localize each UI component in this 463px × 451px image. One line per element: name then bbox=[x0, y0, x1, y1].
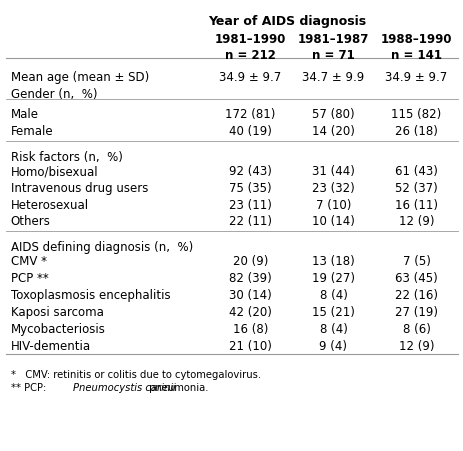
Text: n = 141: n = 141 bbox=[390, 49, 441, 62]
Text: 19 (27): 19 (27) bbox=[311, 272, 354, 285]
Text: n = 212: n = 212 bbox=[225, 49, 275, 62]
Text: 34.9 ± 9.7: 34.9 ± 9.7 bbox=[219, 71, 281, 84]
Text: ** PCP:: ** PCP: bbox=[11, 382, 49, 392]
Text: 1981–1987: 1981–1987 bbox=[297, 33, 369, 46]
Text: 14 (20): 14 (20) bbox=[311, 125, 354, 138]
Text: 22 (11): 22 (11) bbox=[228, 215, 271, 228]
Text: 26 (18): 26 (18) bbox=[394, 125, 437, 138]
Text: Risk factors (n,  %): Risk factors (n, %) bbox=[11, 151, 122, 164]
Text: 42 (20): 42 (20) bbox=[229, 305, 271, 318]
Text: Mean age (mean ± SD): Mean age (mean ± SD) bbox=[11, 71, 149, 84]
Text: 61 (43): 61 (43) bbox=[394, 165, 437, 178]
Text: 75 (35): 75 (35) bbox=[229, 181, 271, 194]
Text: 172 (81): 172 (81) bbox=[225, 108, 275, 121]
Text: 27 (19): 27 (19) bbox=[394, 305, 437, 318]
Text: 10 (14): 10 (14) bbox=[311, 215, 354, 228]
Text: 7 (5): 7 (5) bbox=[402, 255, 430, 268]
Text: 63 (45): 63 (45) bbox=[394, 272, 437, 285]
Text: CMV *: CMV * bbox=[11, 255, 46, 268]
Text: Others: Others bbox=[11, 215, 50, 228]
Text: PCP **: PCP ** bbox=[11, 272, 48, 285]
Text: Mycobacteriosis: Mycobacteriosis bbox=[11, 322, 105, 335]
Text: n = 71: n = 71 bbox=[312, 49, 354, 62]
Text: 40 (19): 40 (19) bbox=[229, 125, 271, 138]
Text: Pneumocystis carinii: Pneumocystis carinii bbox=[73, 382, 175, 392]
Text: Year of AIDS diagnosis: Year of AIDS diagnosis bbox=[208, 15, 366, 28]
Text: 16 (8): 16 (8) bbox=[232, 322, 268, 335]
Text: Toxoplasmosis encephalitis: Toxoplasmosis encephalitis bbox=[11, 289, 170, 301]
Text: Heterosexual: Heterosexual bbox=[11, 198, 88, 211]
Text: *   CMV: retinitis or colitis due to cytomegalovirus.: * CMV: retinitis or colitis due to cytom… bbox=[11, 369, 260, 379]
Text: 13 (18): 13 (18) bbox=[312, 255, 354, 268]
Text: Gender (n,  %): Gender (n, %) bbox=[11, 87, 97, 101]
Text: AIDS defining diagnosis (n,  %): AIDS defining diagnosis (n, %) bbox=[11, 241, 193, 254]
Text: 115 (82): 115 (82) bbox=[390, 108, 441, 121]
Text: 12 (9): 12 (9) bbox=[398, 339, 433, 352]
Text: 7 (10): 7 (10) bbox=[315, 198, 350, 211]
Text: 20 (9): 20 (9) bbox=[232, 255, 268, 268]
Text: 23 (11): 23 (11) bbox=[229, 198, 271, 211]
Text: Homo/bisexual: Homo/bisexual bbox=[11, 165, 98, 178]
Text: 1981–1990: 1981–1990 bbox=[214, 33, 286, 46]
Text: Male: Male bbox=[11, 108, 38, 121]
Text: 15 (21): 15 (21) bbox=[311, 305, 354, 318]
Text: 1988–1990: 1988–1990 bbox=[380, 33, 451, 46]
Text: 92 (43): 92 (43) bbox=[229, 165, 271, 178]
Text: 57 (80): 57 (80) bbox=[312, 108, 354, 121]
Text: HIV-dementia: HIV-dementia bbox=[11, 339, 91, 352]
Text: 16 (11): 16 (11) bbox=[394, 198, 437, 211]
Text: pneumonia.: pneumonia. bbox=[145, 382, 208, 392]
Text: 34.9 ± 9.7: 34.9 ± 9.7 bbox=[385, 71, 447, 84]
Text: 9 (4): 9 (4) bbox=[319, 339, 347, 352]
Text: 8 (4): 8 (4) bbox=[319, 322, 347, 335]
Text: 22 (16): 22 (16) bbox=[394, 289, 437, 301]
Text: 30 (14): 30 (14) bbox=[229, 289, 271, 301]
Text: Kaposi sarcoma: Kaposi sarcoma bbox=[11, 305, 103, 318]
Text: Female: Female bbox=[11, 125, 53, 138]
Text: 12 (9): 12 (9) bbox=[398, 215, 433, 228]
Text: 8 (6): 8 (6) bbox=[402, 322, 430, 335]
Text: 82 (39): 82 (39) bbox=[229, 272, 271, 285]
Text: Intravenous drug users: Intravenous drug users bbox=[11, 181, 148, 194]
Text: 8 (4): 8 (4) bbox=[319, 289, 347, 301]
Text: 34.7 ± 9.9: 34.7 ± 9.9 bbox=[302, 71, 364, 84]
Text: 52 (37): 52 (37) bbox=[394, 181, 437, 194]
Text: 31 (44): 31 (44) bbox=[311, 165, 354, 178]
Text: 21 (10): 21 (10) bbox=[229, 339, 271, 352]
Text: 23 (32): 23 (32) bbox=[312, 181, 354, 194]
